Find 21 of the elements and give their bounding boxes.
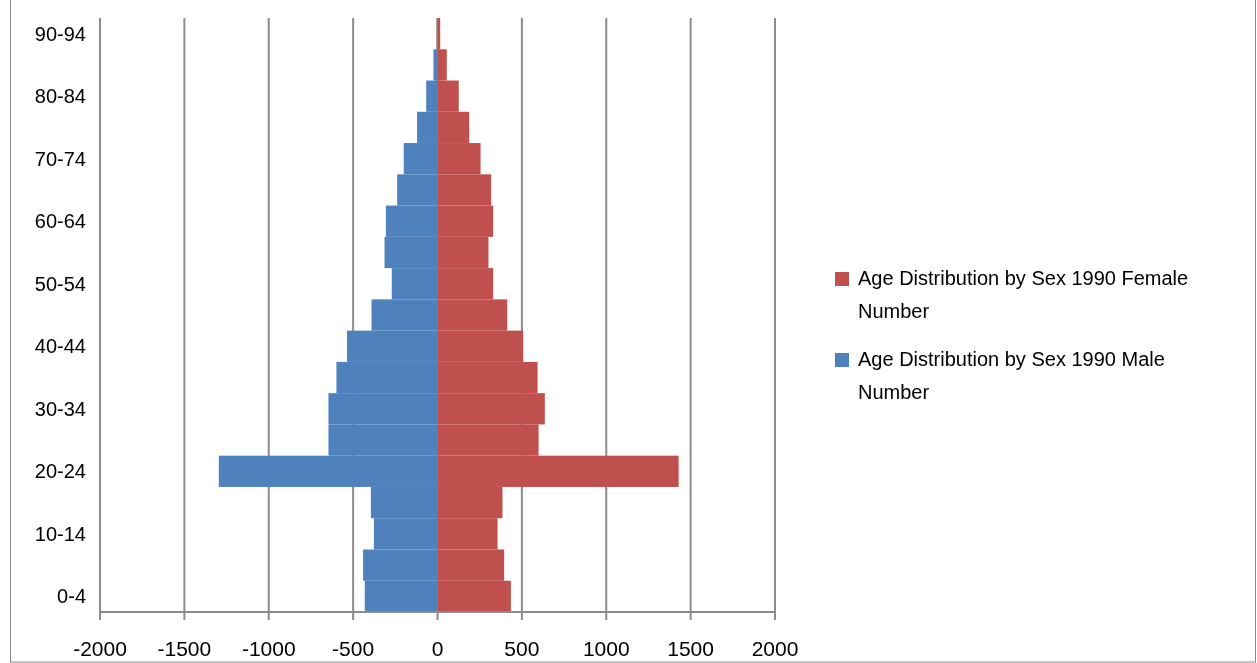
legend-label: Age Distribution by Sex 1990 Male Number bbox=[858, 348, 1165, 403]
y-tick-label: 0-4 bbox=[57, 585, 86, 608]
x-tick-label: 2000 bbox=[751, 637, 799, 660]
x-tick-label: 1500 bbox=[667, 637, 714, 660]
x-tick-label: 500 bbox=[504, 637, 540, 660]
y-tick-label: 90-94 bbox=[34, 22, 86, 45]
x-tick-label: -500 bbox=[332, 637, 375, 660]
y-tick-label: 20-24 bbox=[34, 460, 86, 483]
y-tick-label: 80-84 bbox=[34, 85, 86, 108]
y-tick-label: 70-74 bbox=[34, 147, 86, 170]
x-tick-label: -1000 bbox=[241, 637, 296, 660]
x-tick-label: -1500 bbox=[157, 637, 212, 660]
y-tick-label: 10-14 bbox=[34, 522, 86, 545]
x-tick-label: -2000 bbox=[73, 637, 127, 660]
y-tick-label: 40-44 bbox=[34, 335, 86, 358]
x-tick-label: 1000 bbox=[582, 637, 630, 660]
y-tick-label: 50-54 bbox=[34, 272, 86, 295]
x-tick-label: 0 bbox=[431, 637, 444, 660]
y-tick-label: 60-64 bbox=[34, 210, 86, 233]
y-tick-label: 30-34 bbox=[34, 397, 86, 420]
legend-label: Age Distribution by Sex 1990 Female Number bbox=[858, 267, 1189, 322]
